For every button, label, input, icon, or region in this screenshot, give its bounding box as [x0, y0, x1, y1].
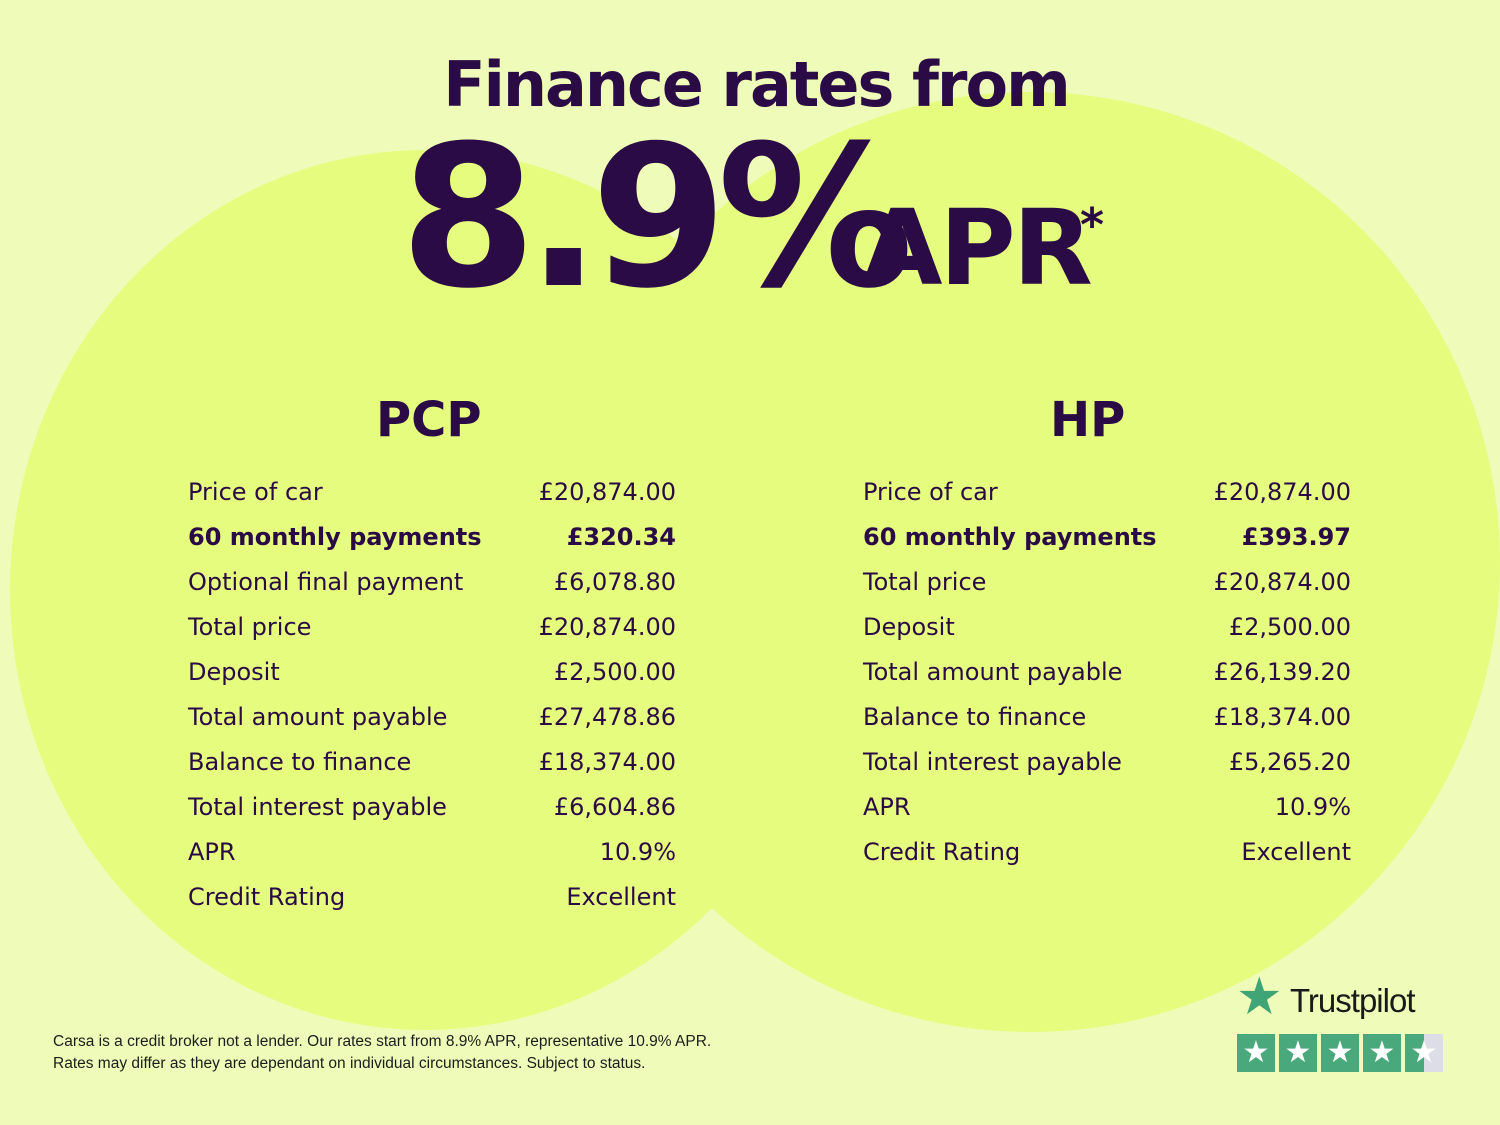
table-row: Price of car £20,874.00	[863, 472, 1351, 517]
row-value: £18,374.00	[1213, 703, 1351, 731]
row-value: 10.9%	[599, 838, 676, 866]
row-value: Excellent	[1241, 838, 1351, 866]
row-value: £20,874.00	[1213, 478, 1351, 506]
row-label: Total amount payable	[863, 658, 1123, 686]
headline: Finance rates from	[443, 48, 1070, 121]
trustpilot-rating: ★ ★ ★ ★ ★	[1237, 1034, 1443, 1072]
table-row: Optional final payment £6,078.80	[188, 562, 676, 607]
table-row: Price of car £20,874.00	[188, 472, 676, 517]
table-row: Total interest payable £5,265.20	[863, 742, 1351, 787]
table-row: Total price £20,874.00	[188, 607, 676, 652]
table-row: Total amount payable £27,478.86	[188, 697, 676, 742]
row-label: Total price	[863, 568, 987, 596]
row-label: Total interest payable	[863, 748, 1122, 776]
row-value: £2,500.00	[553, 658, 676, 686]
row-value: £2,500.00	[1228, 613, 1351, 641]
row-label: Balance to finance	[863, 703, 1087, 731]
row-label: Credit Rating	[863, 838, 1021, 866]
row-value: £20,874.00	[538, 478, 676, 506]
table-row: Deposit £2,500.00	[188, 652, 676, 697]
row-value: 10.9%	[1274, 793, 1351, 821]
row-value: £320.34	[566, 523, 676, 551]
row-value: Excellent	[566, 883, 676, 911]
pcp-title: PCP	[376, 392, 482, 448]
row-value: £393.97	[1241, 523, 1351, 551]
row-label: Price of car	[188, 478, 323, 506]
row-value: £20,874.00	[538, 613, 676, 641]
row-label: Total amount payable	[188, 703, 448, 731]
table-row: Credit Rating Excellent	[863, 832, 1351, 877]
row-value: £5,265.20	[1228, 748, 1351, 776]
disclaimer-line-2: Rates may differ as they are dependant o…	[53, 1055, 646, 1072]
row-label: Credit Rating	[188, 883, 346, 911]
background-circle-right	[560, 92, 1500, 1032]
row-value: £6,078.80	[553, 568, 676, 596]
row-label: Total interest payable	[188, 793, 447, 821]
row-label: Balance to finance	[188, 748, 412, 776]
table-row: APR 10.9%	[188, 832, 676, 877]
row-label: Deposit	[188, 658, 280, 686]
star-icon: ★	[1321, 1034, 1359, 1072]
row-value: £26,139.20	[1213, 658, 1351, 686]
row-label: Deposit	[863, 613, 955, 641]
row-label: 60 monthly payments	[188, 523, 482, 551]
hp-table: Price of car £20,874.00 60 monthly payment…	[863, 472, 1351, 877]
trustpilot-name: Trustpilot	[1290, 982, 1415, 1019]
star-icon: ★	[1405, 1034, 1443, 1072]
disclaimer: Carsa is a credit broker not a lender. O…	[53, 1031, 711, 1075]
row-value: £18,374.00	[538, 748, 676, 776]
pcp-table: Price of car £20,874.00 60 monthly payment…	[188, 472, 676, 922]
table-row: Total price £20,874.00	[863, 562, 1351, 607]
table-row: Balance to finance £18,374.00	[188, 742, 676, 787]
row-label: Total price	[188, 613, 312, 641]
star-icon: ★	[1279, 1034, 1317, 1072]
row-value: £6,604.86	[553, 793, 676, 821]
table-row: 60 monthly payments £393.97	[863, 517, 1351, 562]
table-row: Deposit £2,500.00	[863, 607, 1351, 652]
rate-suffix: APR	[862, 187, 1093, 309]
table-row: Balance to finance £18,374.00	[863, 697, 1351, 742]
table-row: 60 monthly payments £320.34	[188, 517, 676, 562]
table-row: APR 10.9%	[863, 787, 1351, 832]
table-row: Credit Rating Excellent	[188, 877, 676, 922]
disclaimer-line-1: Carsa is a credit broker not a lender. O…	[53, 1033, 712, 1050]
table-row: Total interest payable £6,604.86	[188, 787, 676, 832]
star-icon: ★	[1236, 967, 1283, 1027]
asterisk: *	[1080, 198, 1105, 252]
row-label: Price of car	[863, 478, 998, 506]
rate-value: 8.9%	[400, 104, 914, 332]
star-icon: ★	[1237, 1034, 1275, 1072]
row-label: APR	[863, 793, 911, 821]
row-value: £20,874.00	[1213, 568, 1351, 596]
star-icon: ★	[1363, 1034, 1401, 1072]
row-label: APR	[188, 838, 236, 866]
table-row: Total amount payable £26,139.20	[863, 652, 1351, 697]
row-label: Optional final payment	[188, 568, 464, 596]
row-value: £27,478.86	[538, 703, 676, 731]
row-label: 60 monthly payments	[863, 523, 1157, 551]
hp-title: HP	[1050, 392, 1126, 448]
